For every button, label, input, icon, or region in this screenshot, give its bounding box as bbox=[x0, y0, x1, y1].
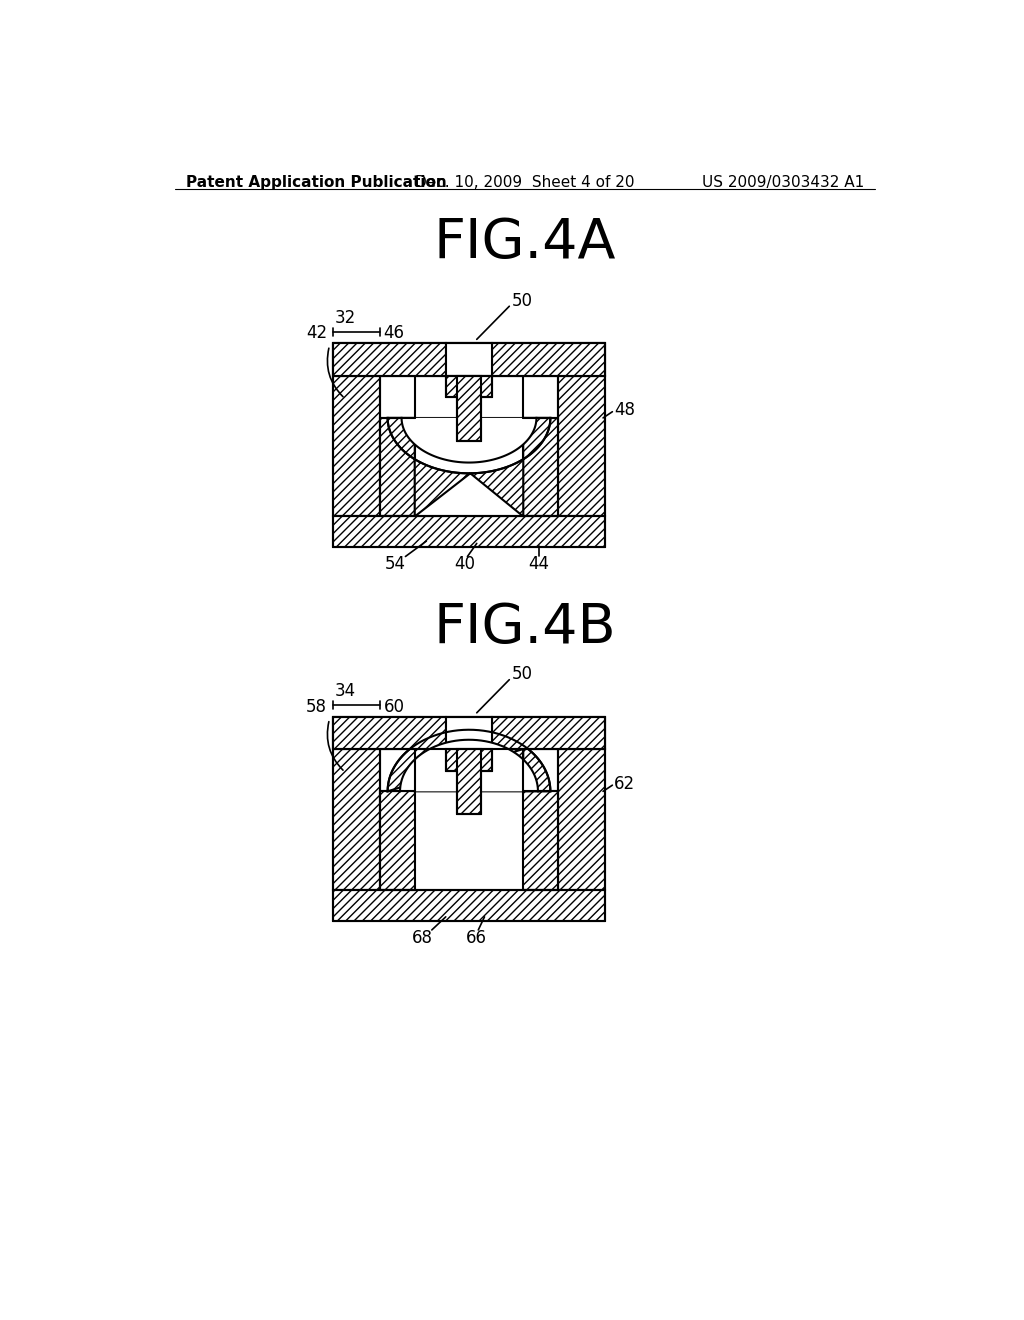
Bar bbox=[445, 376, 493, 397]
Text: FIG.4B: FIG.4B bbox=[433, 601, 616, 655]
Polygon shape bbox=[415, 730, 550, 792]
Bar bbox=[380, 418, 415, 516]
Bar bbox=[458, 375, 480, 441]
Bar bbox=[334, 516, 604, 548]
Bar bbox=[493, 343, 604, 376]
Bar bbox=[334, 717, 604, 748]
Text: Dec. 10, 2009  Sheet 4 of 20: Dec. 10, 2009 Sheet 4 of 20 bbox=[415, 176, 635, 190]
Bar bbox=[334, 376, 380, 516]
Bar bbox=[334, 748, 380, 890]
Text: 42: 42 bbox=[306, 325, 328, 342]
Bar bbox=[493, 717, 604, 748]
Text: 44: 44 bbox=[528, 556, 549, 573]
Text: 40: 40 bbox=[455, 556, 475, 573]
Polygon shape bbox=[400, 739, 538, 792]
Polygon shape bbox=[470, 418, 550, 516]
Bar bbox=[415, 418, 523, 516]
Polygon shape bbox=[388, 418, 470, 516]
Bar bbox=[558, 376, 604, 516]
Text: FIG.4A: FIG.4A bbox=[433, 216, 616, 271]
Bar bbox=[380, 792, 415, 890]
Bar bbox=[445, 717, 493, 748]
Bar bbox=[334, 343, 445, 376]
Bar bbox=[445, 748, 493, 771]
Polygon shape bbox=[401, 418, 537, 462]
Bar bbox=[558, 748, 604, 890]
Text: 60: 60 bbox=[384, 698, 404, 715]
Bar bbox=[458, 748, 480, 814]
Text: 62: 62 bbox=[614, 775, 635, 792]
Bar bbox=[523, 418, 558, 516]
Text: 50: 50 bbox=[512, 665, 532, 684]
Text: 46: 46 bbox=[384, 325, 404, 342]
Text: US 2009/0303432 A1: US 2009/0303432 A1 bbox=[702, 176, 864, 190]
Polygon shape bbox=[388, 730, 523, 792]
Text: 34: 34 bbox=[335, 682, 355, 700]
Text: Patent Application Publication: Patent Application Publication bbox=[186, 176, 446, 190]
Text: 66: 66 bbox=[466, 929, 487, 946]
Text: 68: 68 bbox=[412, 929, 433, 946]
Bar bbox=[334, 717, 445, 748]
Bar bbox=[445, 343, 493, 376]
Text: 50: 50 bbox=[512, 292, 532, 310]
Bar bbox=[334, 343, 604, 376]
Bar bbox=[334, 890, 604, 921]
Text: 48: 48 bbox=[614, 401, 635, 420]
Bar bbox=[523, 792, 558, 890]
Text: 32: 32 bbox=[335, 309, 355, 327]
Text: 58: 58 bbox=[306, 698, 328, 715]
Text: 54: 54 bbox=[385, 556, 406, 573]
